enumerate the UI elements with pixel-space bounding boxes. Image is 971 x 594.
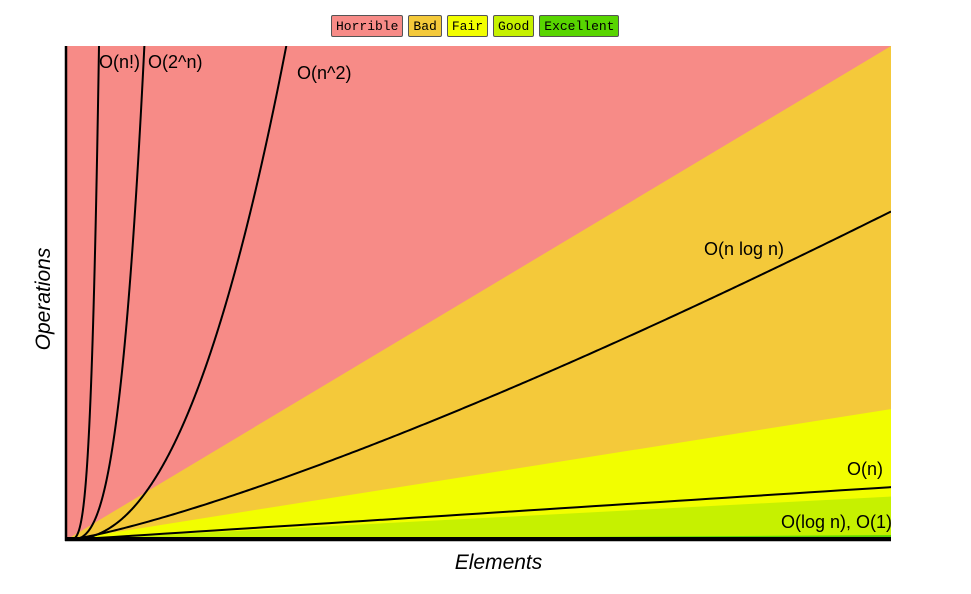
curve-linear <box>66 486 891 540</box>
curve-label-quadratic: O(n^2) <box>297 63 351 83</box>
curve-label-exponential: O(2^n) <box>148 52 202 72</box>
legend-item-bad: Bad <box>408 15 442 37</box>
y-axis-title: Operations <box>32 247 55 350</box>
curve-nlogn <box>66 210 891 540</box>
curve-label-factorial: O(n!) <box>99 52 140 72</box>
region-bad <box>66 46 891 540</box>
curve-label-log_const: O(log n), O(1) <box>781 512 892 532</box>
curve-quadratic <box>66 46 288 540</box>
chart-legend: Horrible Bad Fair Good Excellent <box>331 15 620 37</box>
region-good <box>66 496 891 540</box>
legend-item-fair: Fair <box>446 15 489 37</box>
curve-label-linear: O(n) <box>847 459 883 479</box>
x-axis-title: Elements <box>455 551 543 574</box>
legend-item-horrible: Horrible <box>331 15 404 37</box>
legend-item-excellent: Excellent <box>539 15 620 37</box>
curve-label-nlogn: O(n log n) <box>704 239 784 259</box>
legend-item-good: Good <box>493 15 535 37</box>
region-fair <box>66 409 891 540</box>
